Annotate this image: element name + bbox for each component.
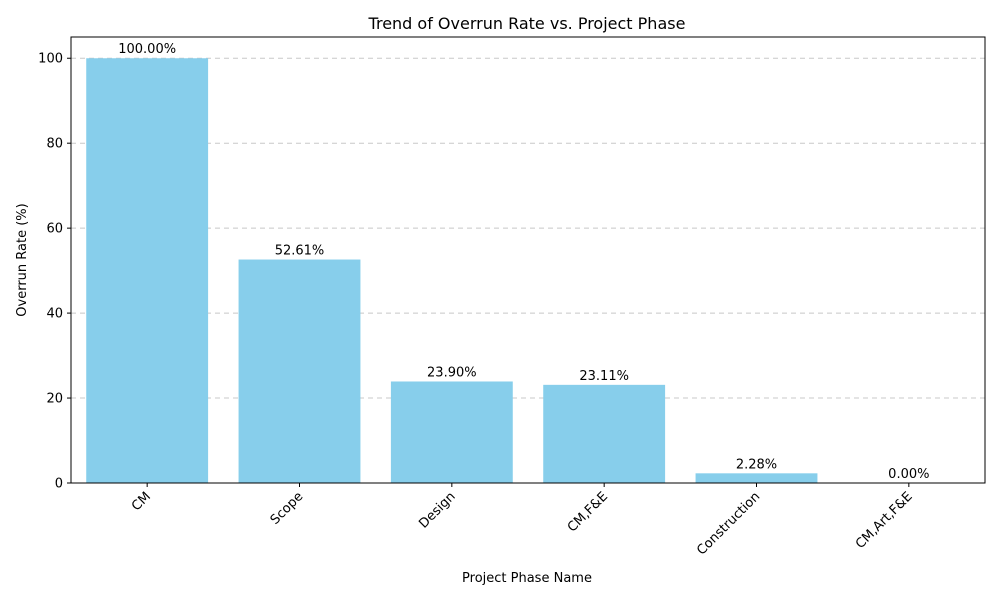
y-tick-label: 60 [46,222,63,237]
data-label: 52.61% [275,244,325,259]
y-tick-label: 100 [38,52,63,67]
y-tick-label: 40 [46,307,63,322]
bar [86,58,209,483]
data-label: 2.28% [736,457,777,472]
chart-title: Trend of Overrun Rate vs. Project Phase [368,14,686,33]
data-label: 100.00% [118,42,176,57]
data-label: 23.90% [427,365,477,380]
bars [86,58,818,483]
bar [543,384,666,483]
x-tick-label: CM [129,489,154,514]
x-axis-ticks: CM Scope Design CM,F&E Construction CM,Art,F&… [129,483,916,558]
data-label: 0.00% [888,467,929,482]
bar [695,473,818,483]
y-axis-ticks: 0 20 40 60 80 100 [38,52,71,492]
x-tick-label: CM,F&E [565,489,611,535]
y-tick-label: 0 [55,477,63,492]
x-tick-label: Construction [694,489,763,558]
x-tick-label: Scope [268,489,307,528]
bar [238,259,361,483]
x-axis-label: Project Phase Name [462,571,592,586]
bar [390,381,513,483]
y-tick-label: 80 [46,137,63,152]
data-labels: 100.00% 52.61% 23.90% 23.11% 2.28% 0.00% [118,42,929,482]
x-tick-label: CM,Art,F&E [853,489,916,552]
data-label: 23.11% [579,369,629,384]
y-tick-label: 20 [46,392,63,407]
y-axis-label: Overrun Rate (%) [15,203,30,316]
x-tick-label: Design [416,489,458,531]
plot-frame [70,36,986,484]
